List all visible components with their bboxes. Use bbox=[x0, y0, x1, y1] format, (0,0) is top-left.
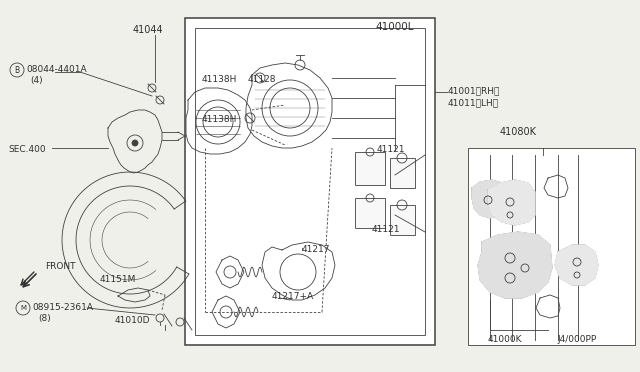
Text: J4/000PP: J4/000PP bbox=[557, 335, 596, 344]
Text: 41001〈RH〉: 41001〈RH〉 bbox=[448, 86, 500, 95]
Text: 41121: 41121 bbox=[377, 145, 406, 154]
Bar bbox=[390, 205, 415, 235]
Polygon shape bbox=[472, 180, 508, 218]
Text: 41138H: 41138H bbox=[202, 115, 237, 124]
Text: B: B bbox=[15, 65, 20, 74]
Circle shape bbox=[132, 140, 138, 146]
Polygon shape bbox=[478, 232, 552, 298]
Text: 08915-2361A: 08915-2361A bbox=[32, 303, 93, 312]
Text: 41217: 41217 bbox=[302, 245, 330, 254]
Text: SEC.400: SEC.400 bbox=[8, 145, 45, 154]
Text: FRONT: FRONT bbox=[45, 262, 76, 271]
Text: 41128: 41128 bbox=[248, 75, 276, 84]
Text: 08044-4401A: 08044-4401A bbox=[26, 65, 86, 74]
Text: (8): (8) bbox=[38, 314, 51, 323]
Text: 41011〈LH〉: 41011〈LH〉 bbox=[448, 98, 499, 107]
Text: (4): (4) bbox=[30, 76, 43, 85]
Text: 41080K: 41080K bbox=[499, 127, 536, 137]
Polygon shape bbox=[488, 180, 535, 225]
Text: 41217+A: 41217+A bbox=[272, 292, 314, 301]
Text: 41121: 41121 bbox=[372, 225, 401, 234]
Bar bbox=[185, 18, 435, 345]
Text: 41044: 41044 bbox=[133, 25, 164, 35]
Text: M: M bbox=[20, 305, 26, 311]
Bar bbox=[355, 152, 385, 185]
Polygon shape bbox=[555, 245, 598, 285]
Text: 41010D: 41010D bbox=[115, 316, 150, 325]
Text: 41000L: 41000L bbox=[375, 22, 413, 32]
Text: 41000K: 41000K bbox=[488, 335, 522, 344]
Bar bbox=[468, 148, 635, 345]
Text: 41151M: 41151M bbox=[100, 275, 136, 284]
Bar bbox=[355, 198, 385, 228]
Bar bbox=[390, 158, 415, 188]
Text: 41138H: 41138H bbox=[202, 75, 237, 84]
Bar bbox=[195, 28, 425, 335]
